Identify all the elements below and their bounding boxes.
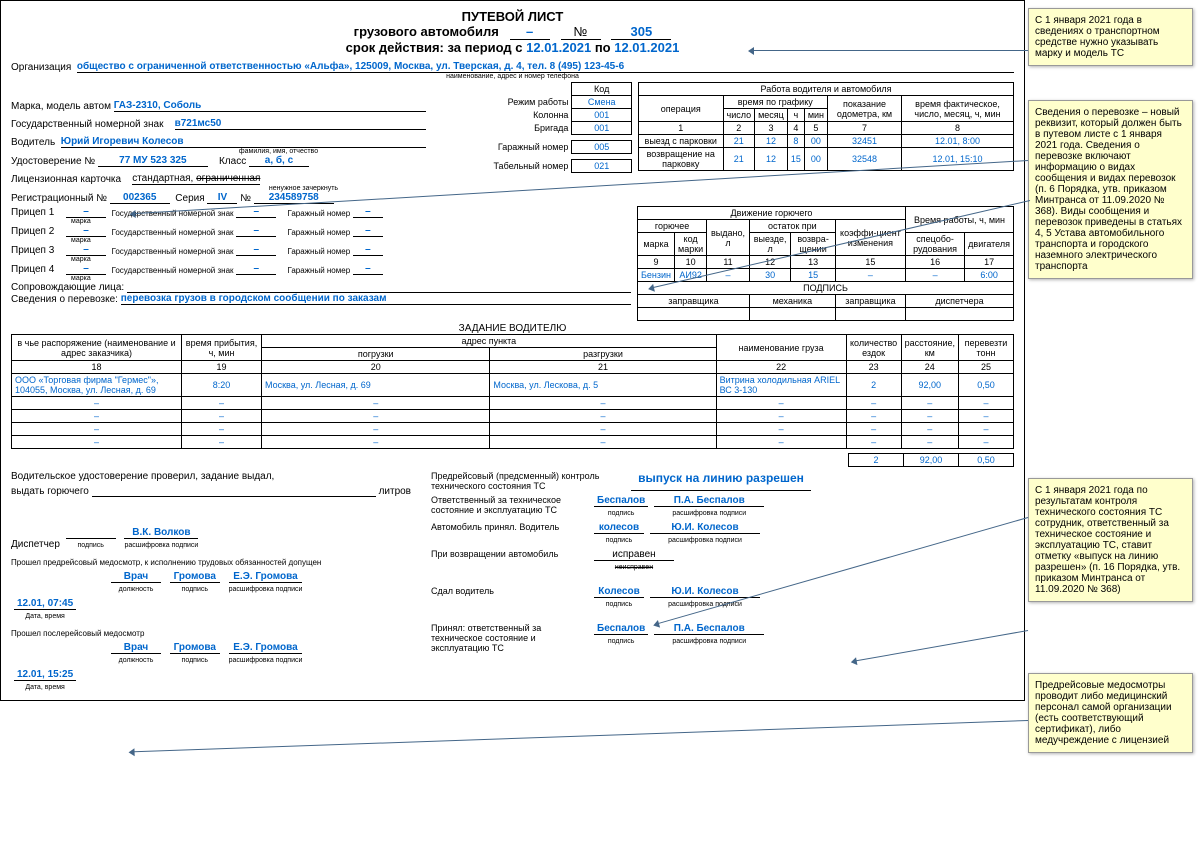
tabel: 021 [572,160,632,173]
arrow1 [750,50,1028,51]
plate-label: Государственный номерной знак [11,119,163,130]
series-label: Серия [175,193,204,204]
handed-label: Сдал водитель [431,586,591,609]
column: 001 [572,109,632,122]
resp-name: П.А. Беспалов [654,495,764,507]
arrow4 [131,720,1028,752]
gromova-name2: Е.Э. Громова [229,642,303,654]
handed-name: Ю.И. Колесов [650,586,760,598]
column-label: Колонна [432,109,572,122]
trailer3: Прицеп 3 [11,245,66,256]
resp-sig: Беспалов [594,495,648,507]
gromova-sig1: Громова [170,571,220,583]
org: общество с ограниченной ответственностью… [77,61,1014,73]
receive-name: П.А. Беспалов [654,623,764,635]
title: ПУТЕВОЙ ЛИСТ [11,9,1014,24]
gromova-sig2: Громова [170,642,220,654]
note3: С 1 января 2021 года по результатам конт… [1028,478,1193,602]
accept-name: Ю.И. Колесов [650,522,760,534]
trailer4: Прицеп 4 [11,264,66,275]
transport-info: перевозка грузов в городском сообщении п… [121,293,631,305]
garage-label: Гаражный номер [432,141,572,154]
license: 77 МУ 523 325 [98,155,208,167]
receive-sig: Беспалов [594,623,648,635]
driver-caption: фамилия, имя, отчество [131,148,426,155]
receive-label: Принял: ответственный за техническое сос… [431,623,591,653]
org-caption: наименование, адрес и номер телефона [11,73,1014,80]
tabel-label: Табельный номер [432,160,572,173]
pre-trip-label: Предрейсовый (предсменный) контроль техн… [431,471,631,491]
note1: С 1 января 2021 года в сведениях о транс… [1028,8,1193,66]
driver-label: Водитель [11,137,55,148]
accomp-label: Сопровождающие лица: [11,282,124,293]
series: IV [207,192,237,204]
model-label: Марка, модель автом [11,101,111,112]
accept-label: Автомобиль принял. Водитель [431,522,591,545]
garage: 005 [572,141,632,154]
subtitle: грузового автомобиля – № 305 [11,24,1014,40]
check-label: Водительское удостоверение проверил, зад… [11,471,411,482]
work-table: Работа водителя и автомобиля операция вр… [638,82,1014,171]
plate: в721мс50 [175,118,426,130]
med-post-label: Прошел послерейсовый медосмотр [11,629,411,638]
driver: Юрий Игоревич Колесов [61,136,426,148]
class: a, б, с [249,155,309,167]
model: ГАЗ-2310, Соболь [114,100,426,112]
reg-label: Регистрационный № [11,193,107,204]
transport-info-label: Сведения о перевозке: [11,294,118,305]
gromova-name1: Е.Э. Громова [229,571,303,583]
task-title: ЗАДАНИЕ ВОДИТЕЛЮ [11,323,1014,334]
fuel-table: Движение горючегоВремя работы, ч, мин го… [637,206,1014,321]
task-table: в чье распоряжение (наименование и адрес… [11,334,1014,449]
org-label: Организация [11,62,71,73]
note4: Предрейсовые медосмотры проводит либо ме… [1028,673,1193,753]
resp-label: Ответственный за техническое состояние и… [431,495,591,518]
brigade-label: Бригада [432,122,572,135]
card-label: Лицензионная карточка [11,174,121,185]
trailer2: Прицеп 2 [11,226,66,237]
trailer1: Прицеп 1 [11,207,66,218]
brigade: 001 [572,122,632,135]
disp-label: Диспетчер [11,539,60,550]
mode-label: Режим работы [432,96,572,109]
reg: 002365 [110,192,170,204]
accept-sig: колесов [594,522,644,534]
disp-name: В.К. Волков [124,527,198,539]
total-dist: 92,00 [904,454,959,467]
med-pre-label: Прошел предрейсовый медосмотр, к исполне… [11,558,411,567]
card-caption: ненужное зачеркнуть [181,185,426,192]
validity: срок действия: за период с 12.01.2021 по… [11,40,1014,55]
note2: Сведения о перевозке – новый реквизит, к… [1028,100,1193,279]
release: выпуск на линию разрешен [631,471,811,491]
kod-label: Код [572,83,632,96]
mode: Смена [572,96,632,109]
med-date2: 12.01, 15:25 [14,669,76,681]
handed-sig: Колесов [594,586,644,598]
doctor1: Врач [111,571,161,583]
fuel-issue-label: выдать горючего [11,486,89,497]
return-label: При возвращении автомобиль [431,549,591,572]
total-tons: 0,50 [959,454,1014,467]
class-label: Класс [219,156,246,167]
license-label: Удостоверение № [11,156,95,167]
total-trips: 2 [849,454,904,467]
doctor2: Врач [111,642,161,654]
med-date1: 12.01, 07:45 [14,598,76,610]
